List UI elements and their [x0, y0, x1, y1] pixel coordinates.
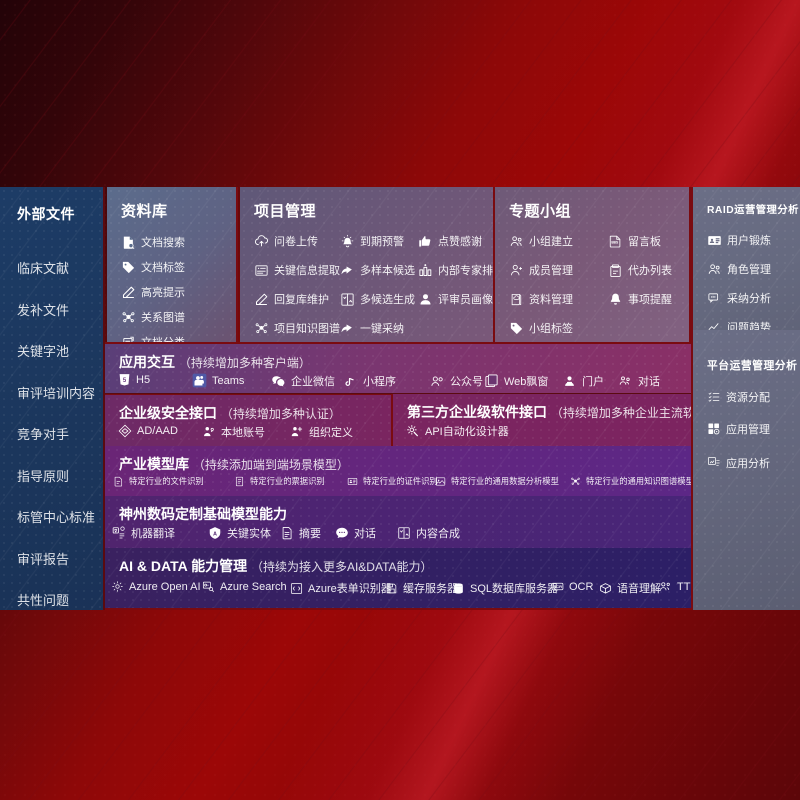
svg-text:BBS: BBS: [611, 240, 619, 244]
svg-text:A: A: [213, 531, 217, 537]
svg-text:OCR: OCR: [553, 584, 562, 589]
